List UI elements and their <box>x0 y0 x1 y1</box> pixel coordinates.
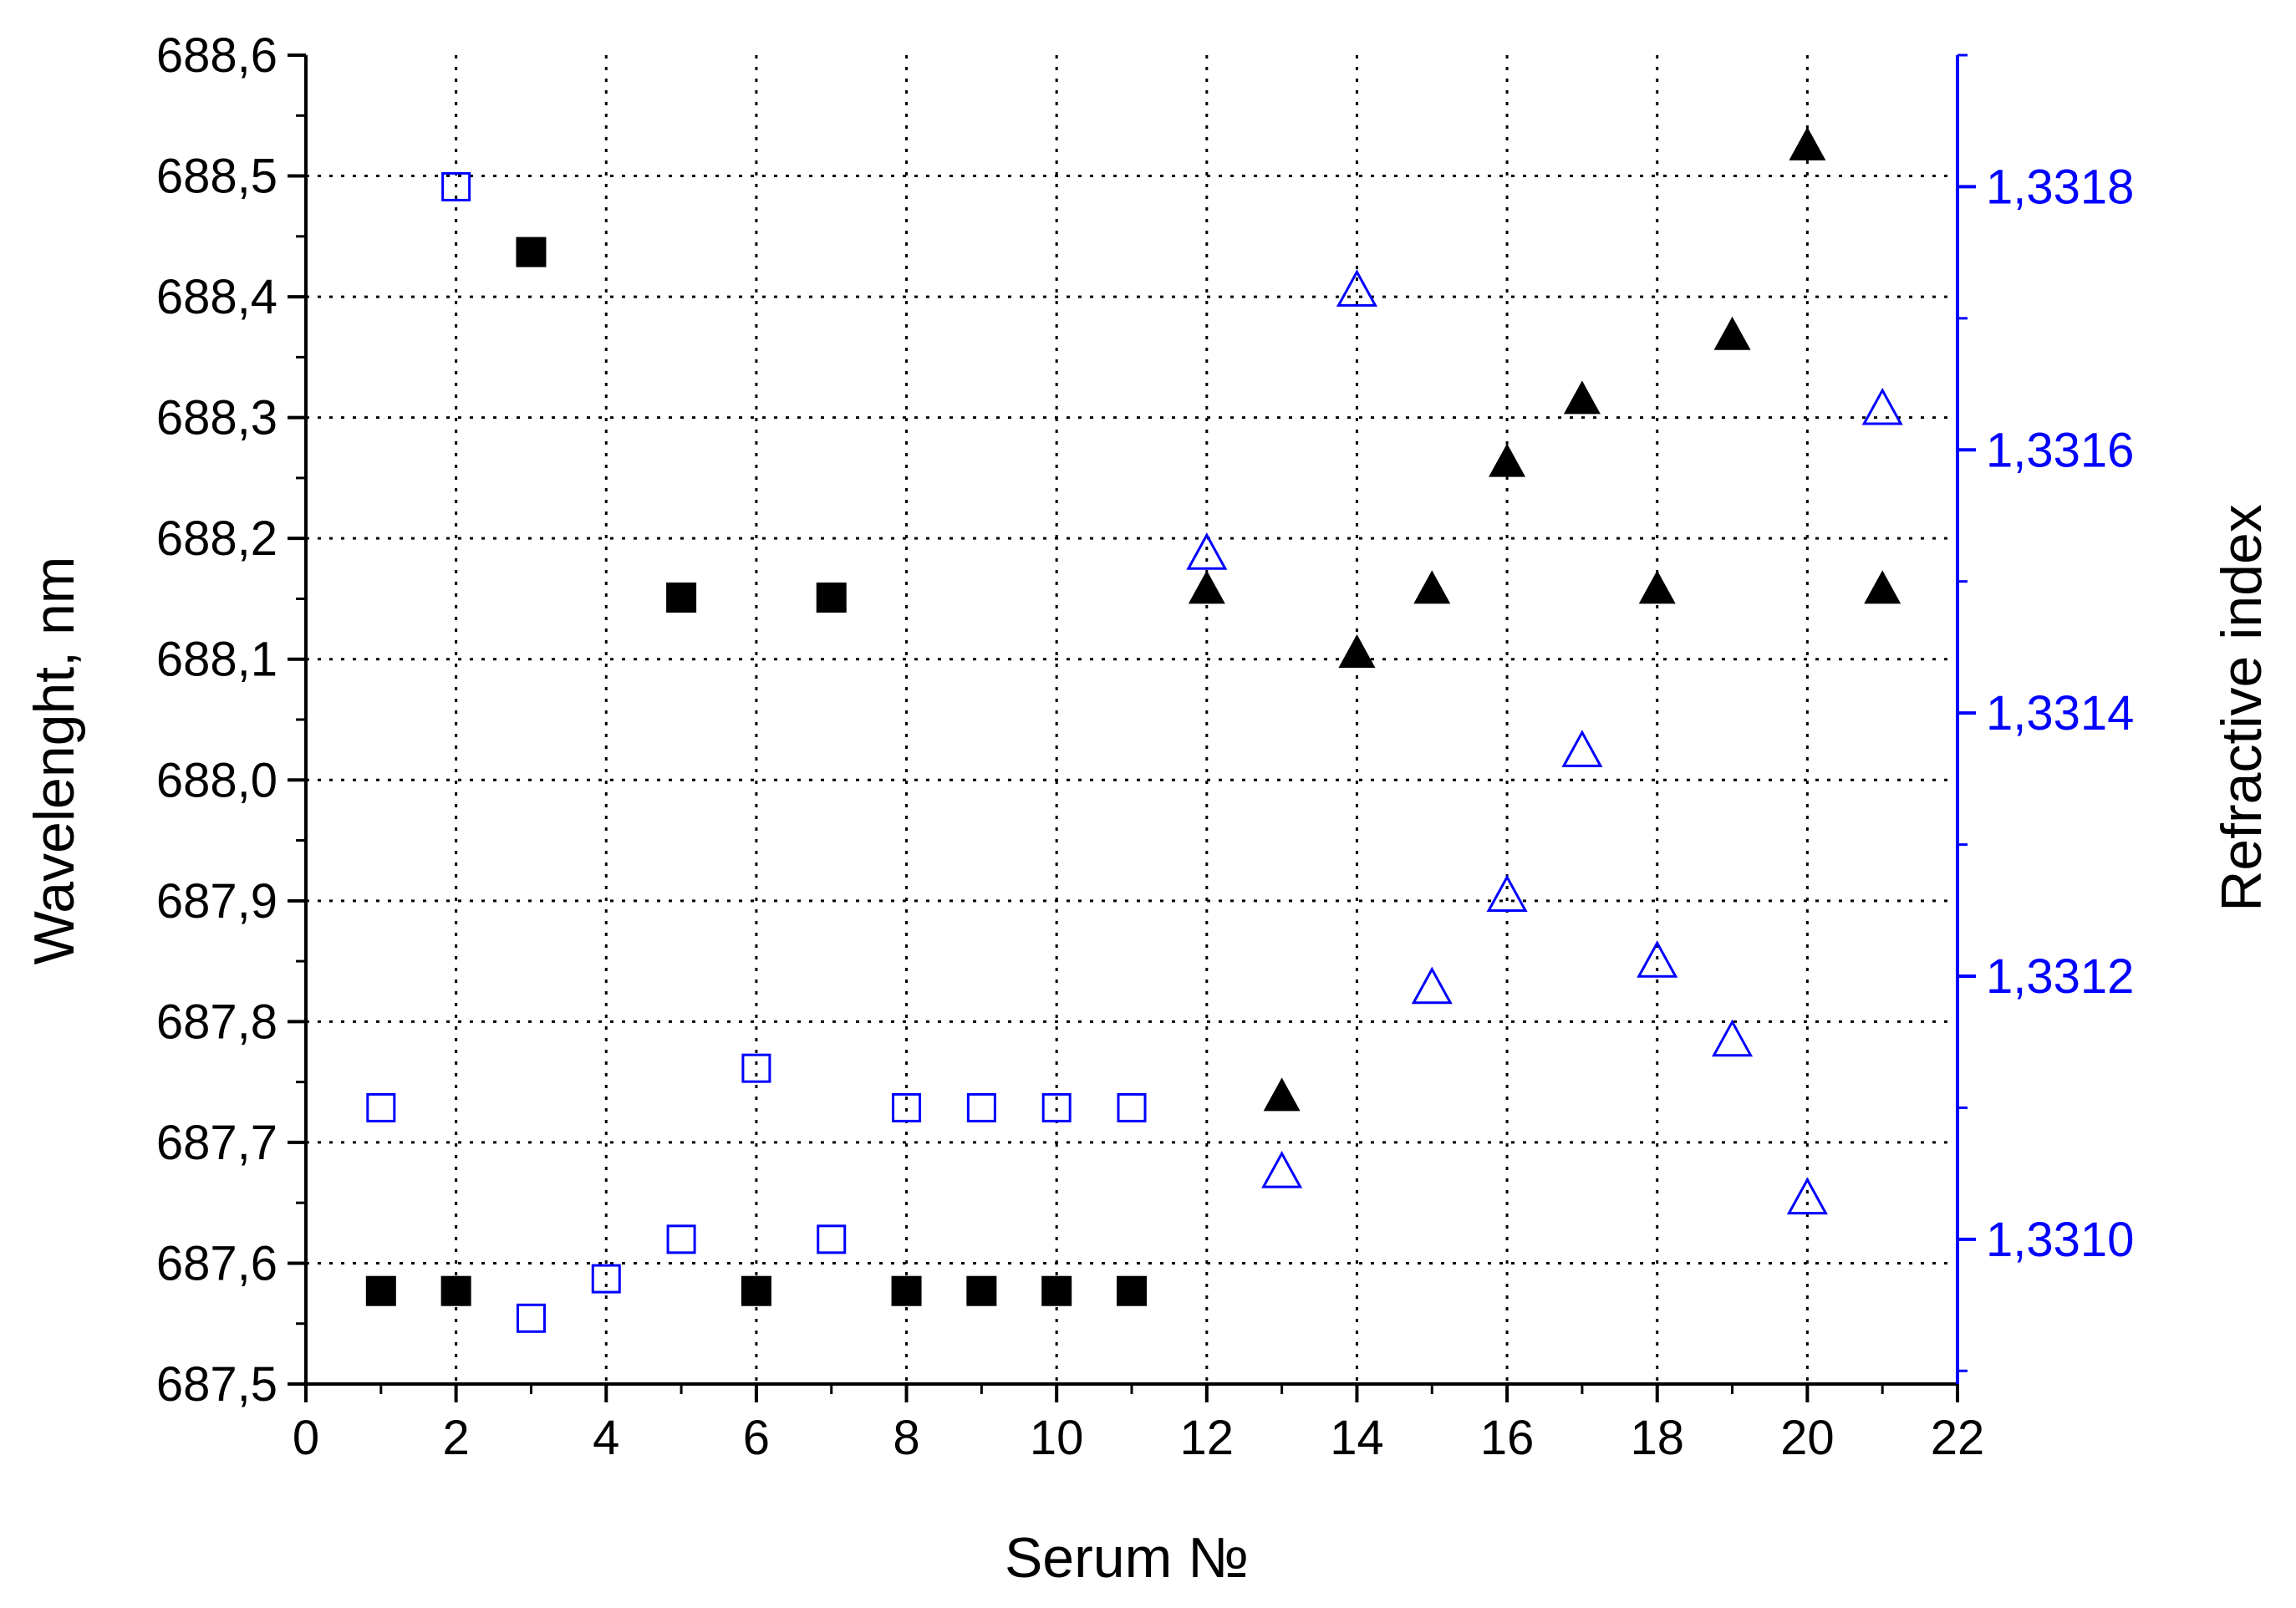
data-point-square-filled <box>666 583 697 613</box>
data-point-square-open <box>892 1092 922 1122</box>
y-tick-label-left: 688,5 <box>156 150 277 204</box>
y-tick-label-right: 1,3318 <box>1986 160 2134 214</box>
x-tick-label: 4 <box>593 1411 619 1465</box>
data-points <box>365 126 1903 1333</box>
data-point-triangle-filled <box>1338 634 1376 668</box>
x-tick-label: 6 <box>743 1411 770 1465</box>
axes <box>288 53 1976 1402</box>
data-point-square-filled <box>440 1275 471 1306</box>
data-point-triangle-filled <box>1864 570 1901 604</box>
data-point-square-open <box>366 1092 396 1122</box>
data-point-square-filled <box>516 237 547 267</box>
x-tick-label: 18 <box>1630 1411 1684 1465</box>
data-point-triangle-filled <box>1489 443 1526 477</box>
data-point-square-open <box>516 1303 546 1333</box>
data-point-triangle-open <box>1486 874 1528 913</box>
data-point-triangle-filled <box>1413 570 1451 604</box>
y-tick-label-left: 687,5 <box>156 1357 277 1412</box>
data-point-square-open <box>1117 1092 1147 1122</box>
data-point-triangle-filled <box>1563 380 1601 415</box>
y-tick-label-right: 1,3310 <box>1986 1213 2134 1267</box>
data-point-square-filled <box>365 1275 396 1306</box>
x-tick-label: 0 <box>293 1411 319 1465</box>
y-tick-label-left: 688,3 <box>156 391 277 445</box>
x-tick-label: 8 <box>893 1411 919 1465</box>
data-point-square-filled <box>816 583 847 613</box>
data-point-square-open <box>741 1053 771 1083</box>
x-tick-label: 2 <box>443 1411 470 1465</box>
y-tick-label-left: 688,1 <box>156 633 277 687</box>
y-tick-label-left: 687,6 <box>156 1236 277 1290</box>
data-point-triangle-open <box>1786 1177 1828 1215</box>
y-tick-label-left: 687,9 <box>156 874 277 929</box>
data-point-square-open <box>666 1224 696 1254</box>
y-tick-label-right: 1,3312 <box>1986 949 2134 1004</box>
y-tick-label-right: 1,3316 <box>1986 423 2134 477</box>
y-axis-title-left: Wavelenght, nm <box>23 557 86 965</box>
data-point-square-filled <box>741 1275 771 1306</box>
grid-lines <box>306 55 1957 1384</box>
data-point-triangle-filled <box>1188 570 1225 604</box>
y-tick-label-left: 688,6 <box>156 28 277 83</box>
data-point-square-open <box>1041 1092 1072 1122</box>
data-point-triangle-open <box>1261 1151 1303 1188</box>
y-tick-label-left: 688,2 <box>156 511 277 566</box>
x-tick-label: 16 <box>1480 1411 1535 1465</box>
y-tick-label-left: 688,4 <box>156 270 277 324</box>
data-point-triangle-filled <box>1789 126 1826 160</box>
data-point-square-open <box>817 1224 847 1254</box>
data-point-triangle-open <box>1561 730 1603 767</box>
data-point-triangle-open <box>1861 387 1903 425</box>
x-tick-label: 22 <box>1931 1411 1985 1465</box>
data-point-triangle-open <box>1712 1019 1754 1057</box>
x-tick-label: 14 <box>1330 1411 1384 1465</box>
data-point-square-filled <box>891 1275 922 1306</box>
data-point-triangle-filled <box>1263 1077 1301 1112</box>
y-tick-label-left: 687,7 <box>156 1116 277 1170</box>
data-point-square-open <box>966 1092 996 1122</box>
y-axis-title-right: Refractive index <box>2210 504 2273 912</box>
y-tick-label-right: 1,3314 <box>1986 686 2134 740</box>
x-tick-label: 12 <box>1180 1411 1235 1465</box>
data-point-triangle-open <box>1637 940 1678 978</box>
data-point-triangle-open <box>1411 966 1453 1005</box>
x-axis-title: Serum № <box>1005 1526 1249 1590</box>
y-tick-label-left: 687,8 <box>156 995 277 1049</box>
data-point-square-filled <box>966 1275 997 1306</box>
x-tick-label: 10 <box>1030 1411 1084 1465</box>
data-point-triangle-open <box>1186 532 1228 570</box>
x-tick-label: 20 <box>1780 1411 1835 1465</box>
y-tick-label-left: 688,0 <box>156 753 277 807</box>
data-point-triangle-open <box>1336 269 1377 307</box>
data-point-square-open <box>591 1264 621 1294</box>
data-point-triangle-filled <box>1713 316 1751 350</box>
data-point-square-filled <box>1041 1275 1072 1306</box>
tick-labels: 687,5 687,6 687,7 687,8 687,9 688,0 688,1 688,2… <box>156 28 2135 1465</box>
data-point-triangle-filled <box>1638 570 1676 604</box>
data-point-square-filled <box>1117 1275 1147 1306</box>
data-point-square-open <box>441 171 471 201</box>
